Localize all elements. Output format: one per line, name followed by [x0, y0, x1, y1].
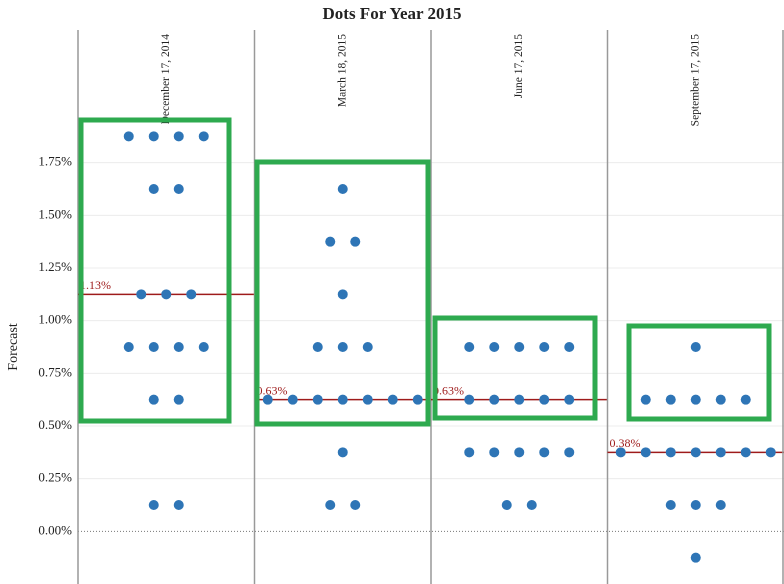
dot: [501, 500, 512, 510]
dot: [387, 394, 398, 405]
dot: [665, 394, 676, 405]
dot: [148, 342, 159, 352]
y-tick-label: 0.75%: [38, 364, 72, 379]
y-axis-label: Forecast: [6, 323, 21, 371]
dot: [148, 131, 159, 142]
dot: [173, 500, 184, 510]
dot: [287, 394, 298, 405]
dot: [148, 184, 159, 194]
highlight-box: [254, 159, 431, 427]
dot: [690, 447, 701, 458]
dot: [690, 552, 701, 563]
y-tick-label: 0.00%: [38, 522, 72, 537]
dot: [715, 500, 726, 510]
dot: [489, 447, 500, 458]
dot: [690, 500, 701, 510]
panel-header: September 17, 2015: [689, 34, 701, 127]
median-label: 1.13%: [80, 278, 111, 292]
dot: [514, 394, 525, 405]
dot: [740, 394, 751, 405]
dot: [337, 394, 348, 405]
dot: [198, 131, 209, 142]
dot: [312, 342, 323, 352]
dot: [489, 342, 500, 352]
dot: [198, 342, 209, 352]
dot: [262, 394, 273, 405]
dot: [765, 447, 776, 458]
plot: 0.00% 0.25% 0.50% 0.75% 1.00% 1.25% 1.50% 1.75%…: [38, 30, 784, 584]
dot: [715, 394, 726, 405]
dot: [123, 342, 134, 352]
dot: [350, 236, 361, 247]
dot: [362, 342, 373, 352]
panel-header: December 17, 2014: [160, 34, 172, 125]
dot: [173, 131, 184, 142]
dot: [539, 342, 550, 352]
highlight-box: [432, 315, 598, 421]
dot: [615, 447, 626, 458]
y-tick-label: 0.50%: [38, 417, 72, 432]
highlight-box: [626, 323, 772, 422]
chart-title: Dots For Year 2015: [323, 4, 462, 23]
dot: [173, 184, 184, 194]
highlight-box: [78, 117, 232, 424]
dot: [173, 342, 184, 352]
dot: [123, 131, 134, 142]
dot: [564, 447, 575, 458]
highlight-boxes: [78, 117, 772, 427]
dot: [350, 500, 361, 510]
dot: [337, 447, 348, 458]
dot: [539, 394, 550, 405]
dot: [690, 394, 701, 405]
dot: [740, 447, 751, 458]
dot: [325, 500, 336, 510]
dot: [514, 342, 525, 352]
dot: [464, 342, 475, 352]
dot: [526, 500, 537, 510]
dot: [690, 342, 701, 352]
dot: [640, 394, 651, 405]
median-label: 0.38%: [610, 436, 641, 450]
median-label: 0.63%: [257, 383, 288, 397]
panel-header: March 18, 2015: [336, 34, 348, 107]
dot: [412, 394, 423, 405]
dot: [161, 289, 172, 300]
dot: [715, 447, 726, 458]
y-tick-label: 1.50%: [38, 206, 72, 221]
y-tick-label: 0.25%: [38, 470, 72, 485]
dot: [514, 447, 525, 458]
dot: [173, 394, 184, 405]
dot: [337, 342, 348, 352]
dot: [312, 394, 323, 405]
dot: [337, 184, 348, 194]
y-tick-label: 1.25%: [38, 259, 72, 274]
dot: [362, 394, 373, 405]
dot: [337, 289, 348, 300]
dot: [148, 500, 159, 510]
dot: [136, 289, 147, 300]
dot: [186, 289, 197, 300]
dot: [464, 394, 475, 405]
y-tick-label: 1.00%: [38, 312, 72, 327]
dot: [464, 447, 475, 458]
dot: [325, 236, 336, 247]
dot: [564, 342, 575, 352]
dot: [564, 394, 575, 405]
y-tick-label: 1.75%: [38, 154, 72, 169]
dot: [148, 394, 159, 405]
dot: [665, 447, 676, 458]
dot: [489, 394, 500, 405]
dot: [640, 447, 651, 458]
dot: [665, 500, 676, 510]
dot: [539, 447, 550, 458]
median-label: 0.63%: [433, 383, 464, 397]
panel-header: June 17, 2015: [513, 34, 525, 98]
